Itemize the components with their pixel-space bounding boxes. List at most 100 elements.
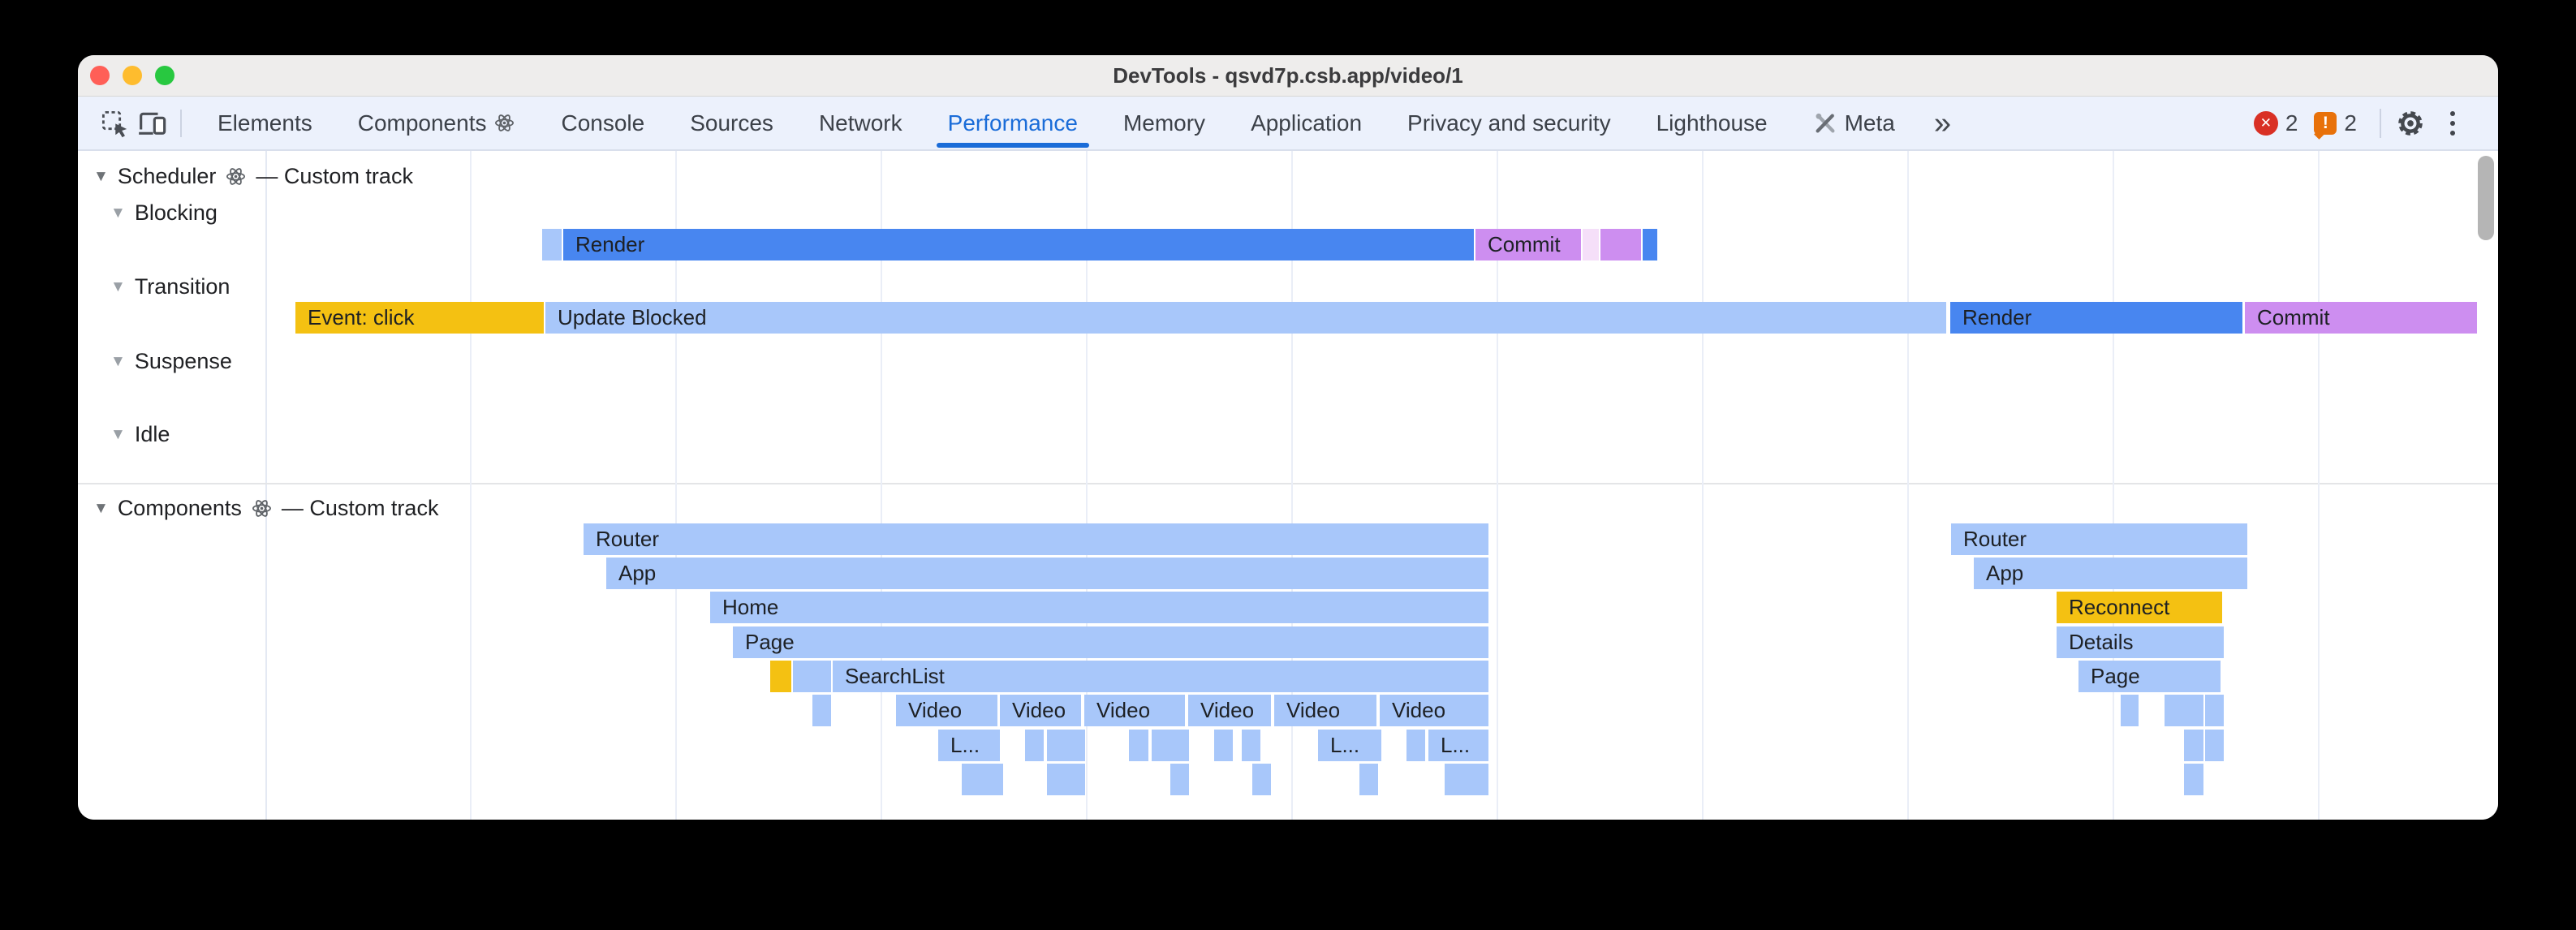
flame-bar[interactable] [1359,764,1378,795]
vertical-scrollbar-thumb[interactable] [2478,156,2494,240]
flame-bar[interactable] [793,661,831,692]
flame-bar-video[interactable]: Video [1000,695,1081,726]
tab-label: Components [357,110,487,136]
flame-bar-l[interactable]: L... [1318,730,1381,761]
flame-bar-video[interactable]: Video [1274,695,1376,726]
collapse-triangle-icon[interactable]: ▼ [110,353,126,370]
more-options-button[interactable] [2432,102,2474,144]
flame-bar-render[interactable]: Render [1950,302,2242,334]
flame-bar[interactable] [542,229,562,260]
scheduler-track-header[interactable]: ▼ Scheduler — Custom track [93,164,413,189]
flame-bar[interactable] [1129,730,1148,761]
flame-bar[interactable] [1242,730,1260,761]
flame-bar[interactable] [2165,695,2203,726]
warning-count: 2 [2344,110,2357,136]
flame-bar-searchlist[interactable]: SearchList [833,661,1488,692]
flame-bar[interactable] [1406,730,1425,761]
flame-bar-app[interactable]: App [1974,558,2247,589]
flame-bar-reconnect[interactable]: Reconnect [2057,592,2222,623]
flame-bar-video[interactable]: Video [1380,695,1488,726]
flame-bar-event-click[interactable]: Event: click [295,302,544,334]
flame-bar[interactable] [2205,730,2224,761]
tab-network[interactable]: Network [819,97,902,149]
flame-bar[interactable] [1152,730,1189,761]
flame-bar-video[interactable]: Video [896,695,997,726]
timeline-gridline [2318,151,2320,820]
collapse-triangle-icon[interactable]: ▼ [110,426,126,443]
track-title-suffix: — Custom track [256,164,413,188]
timeline-gridline [470,151,472,820]
flame-bar[interactable] [2121,695,2139,726]
device-toolbar-button[interactable] [133,104,170,143]
inspect-element-button[interactable] [96,104,133,143]
track-canvas: ▼ Scheduler — Custom track ▼ Components [78,151,2498,820]
tab-application[interactable]: Application [1251,97,1362,149]
flame-bar-home[interactable]: Home [710,592,1488,623]
tab-elements[interactable]: Elements [218,97,312,149]
lane-label-suspense[interactable]: ▼ Suspense [110,349,232,374]
track-title-suffix: — Custom track [281,496,439,520]
flame-bar[interactable] [1025,730,1044,761]
more-tabs-button[interactable]: » [1933,105,1951,140]
tab-lighthouse[interactable]: Lighthouse [1656,97,1768,149]
flame-bar[interactable] [2205,695,2224,726]
lane-label-text: Transition [134,274,230,299]
collapse-triangle-icon[interactable]: ▼ [93,168,109,185]
flame-bar[interactable] [1252,764,1271,795]
settings-button[interactable] [2389,102,2432,144]
flame-bar-l[interactable]: L... [938,730,1000,761]
close-window-button[interactable] [90,66,110,85]
flame-bar[interactable] [1047,730,1085,761]
tab-meta[interactable]: Meta [1813,97,1895,149]
tab-components[interactable]: Components [358,97,516,149]
tab-privacy-and-security[interactable]: Privacy and security [1407,97,1611,149]
toolbar-divider [2380,108,2381,138]
flame-bar[interactable] [1643,229,1657,260]
lane-label-blocking[interactable]: ▼ Blocking [110,200,218,226]
flame-bar-app[interactable]: App [606,558,1488,589]
collapse-triangle-icon[interactable]: ▼ [110,278,126,295]
flame-bar[interactable] [1214,730,1233,761]
flame-bar[interactable] [1170,764,1189,795]
lane-label-transition[interactable]: ▼ Transition [110,274,230,299]
lane-label-idle[interactable]: ▼ Idle [110,422,170,447]
flame-bar[interactable] [1047,764,1085,795]
components-track-header[interactable]: ▼ Components — Custom track [93,496,438,521]
collapse-triangle-icon[interactable]: ▼ [110,205,126,222]
flame-bar-video[interactable]: Video [1188,695,1271,726]
flame-bar-commit[interactable]: Commit [2245,302,2477,334]
flame-bar-router[interactable]: Router [1951,523,2247,555]
console-warnings-badge[interactable]: ! 2 [2314,110,2357,136]
tools-icon [1816,113,1835,132]
flame-bar[interactable] [1445,764,1488,795]
timeline-gridline [675,151,677,820]
flame-bar-l[interactable]: L... [1428,730,1488,761]
tab-console[interactable]: Console [561,97,644,149]
flame-bar[interactable] [1583,229,1599,260]
flame-bar[interactable] [1600,229,1641,260]
flame-bar-render[interactable]: Render [563,229,1474,260]
flame-bar-page[interactable]: Page [2078,661,2221,692]
zoom-window-button[interactable] [155,66,174,85]
flame-bar-details[interactable]: Details [2057,626,2224,658]
flame-bar-commit[interactable]: Commit [1475,229,1581,260]
flame-bar-video[interactable]: Video [1084,695,1185,726]
flame-bar-page[interactable]: Page [733,626,1488,658]
flame-bar[interactable] [2184,764,2203,795]
flame-bar-router[interactable]: Router [584,523,1488,555]
tab-sources[interactable]: Sources [690,97,773,149]
flame-bar[interactable] [812,695,831,726]
react-atom-icon [495,114,515,131]
tab-performance[interactable]: Performance [936,97,1090,149]
minimize-window-button[interactable] [123,66,142,85]
flame-bar[interactable] [962,764,1003,795]
collapse-triangle-icon[interactable]: ▼ [93,500,109,517]
warning-icon: ! [2314,111,2337,135]
tab-memory[interactable]: Memory [1123,97,1205,149]
kebab-menu-icon [2450,110,2455,136]
tab-label: Sources [690,110,773,136]
flame-bar[interactable] [2184,730,2203,761]
flame-bar-update-blocked[interactable]: Update Blocked [545,302,1946,334]
flame-bar[interactable] [770,661,791,692]
console-errors-badge[interactable]: ✕ 2 [2253,110,2298,136]
